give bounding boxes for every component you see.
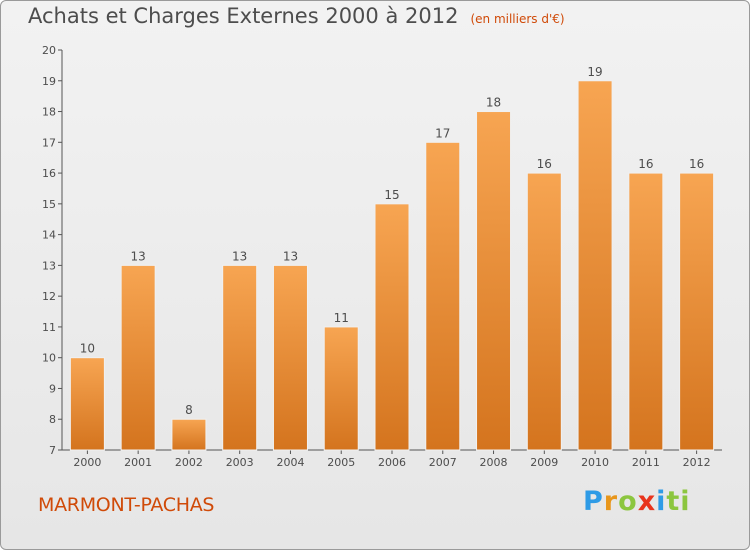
- x-tick-label: 2004: [276, 456, 304, 469]
- town-name: MARMONT-PACHAS: [38, 494, 215, 516]
- y-tick-label: 14: [42, 229, 56, 242]
- y-tick-label: 20: [42, 44, 56, 57]
- y-tick-label: 9: [49, 382, 56, 395]
- data-label: 11: [334, 311, 349, 325]
- bar[interactable]: [374, 203, 410, 451]
- x-tick-label: 2007: [429, 456, 457, 469]
- y-tick-label: 10: [42, 352, 56, 365]
- y-tick-label: 13: [42, 259, 56, 272]
- y-tick-label: 18: [42, 106, 56, 119]
- chart-title: Achats et Charges Externes 2000 à 2012: [28, 4, 459, 28]
- data-label: 8: [185, 403, 193, 417]
- y-tick-label: 7: [49, 444, 56, 457]
- y-tick-label: 17: [42, 136, 56, 149]
- x-tick-label: 2005: [327, 456, 355, 469]
- y-tick-label: 11: [42, 321, 56, 334]
- bar[interactable]: [476, 111, 512, 451]
- data-label: 16: [638, 157, 653, 171]
- y-tick-label: 12: [42, 290, 56, 303]
- y-tick-label: 16: [42, 167, 56, 180]
- data-label: 15: [384, 188, 399, 202]
- chart-unit: (en milliers d'€): [470, 12, 565, 26]
- x-tick-label: 2009: [530, 456, 558, 469]
- bar[interactable]: [272, 264, 308, 451]
- y-tick-label: 19: [42, 75, 56, 88]
- x-tick-label: 2012: [683, 456, 711, 469]
- data-label: 16: [537, 157, 552, 171]
- x-tick-label: 2002: [175, 456, 203, 469]
- x-tick-label: 2000: [73, 456, 101, 469]
- data-label: 10: [80, 342, 95, 356]
- x-tick-label: 2006: [378, 456, 406, 469]
- x-tick-label: 2003: [226, 456, 254, 469]
- bar[interactable]: [628, 172, 664, 451]
- data-label: 13: [232, 249, 247, 263]
- bars: 10 13 8 13 13 11 15 17 18 16 19 16 16: [69, 65, 715, 451]
- data-label: 13: [131, 249, 146, 263]
- x-tick-label: 2008: [480, 456, 508, 469]
- x-tick-label: 2010: [581, 456, 609, 469]
- y-tick-label: 15: [42, 198, 56, 211]
- chart-title-block: Achats et Charges Externes 2000 à 2012 (…: [28, 4, 565, 36]
- x-tick-label: 2011: [632, 456, 660, 469]
- data-label: 17: [435, 126, 450, 140]
- bar[interactable]: [425, 141, 461, 451]
- y-tick-label: 8: [49, 413, 56, 426]
- bar[interactable]: [577, 80, 613, 451]
- bar[interactable]: [222, 264, 258, 451]
- bar[interactable]: [526, 172, 562, 451]
- bar[interactable]: [120, 264, 156, 451]
- bar[interactable]: [323, 326, 359, 451]
- data-label: 13: [283, 249, 298, 263]
- data-label: 18: [486, 96, 501, 110]
- proxiti-logo[interactable]: Proxiti: [583, 486, 691, 517]
- bar[interactable]: [171, 418, 207, 451]
- bar[interactable]: [69, 357, 105, 451]
- data-label: 16: [689, 157, 704, 171]
- data-label: 19: [587, 65, 602, 79]
- bar[interactable]: [679, 172, 715, 451]
- x-tick-label: 2001: [124, 456, 152, 469]
